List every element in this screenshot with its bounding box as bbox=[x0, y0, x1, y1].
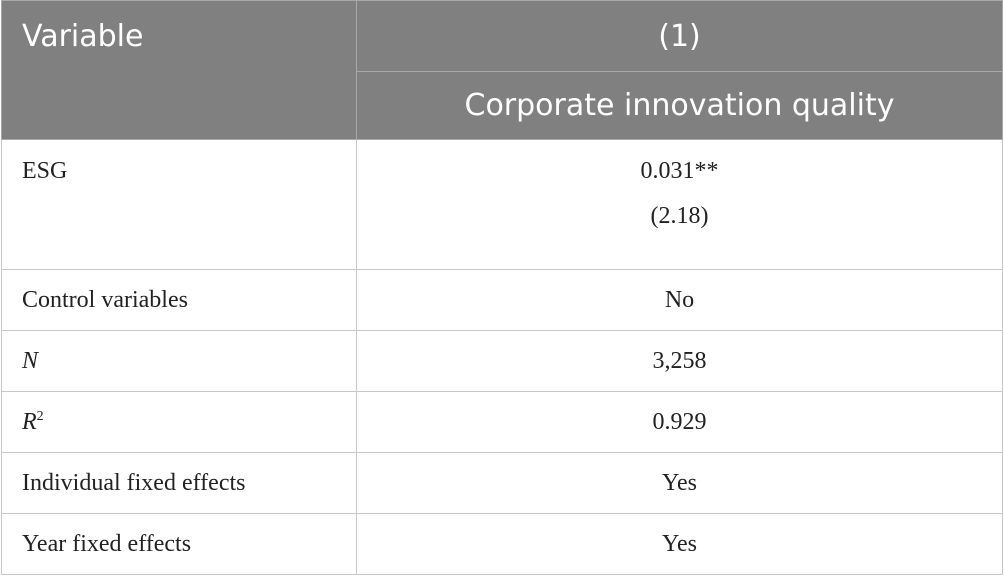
header-column-number: (1) bbox=[356, 0, 1003, 72]
row-value: 0.929 bbox=[356, 391, 1003, 453]
table-row: R2 0.929 bbox=[1, 391, 1003, 453]
variable-italic: N bbox=[22, 347, 39, 374]
table-row: Individual fixed effects Yes bbox=[1, 452, 1003, 514]
row-value: No bbox=[356, 269, 1003, 331]
row-value: Yes bbox=[356, 513, 1003, 575]
row-variable: N bbox=[1, 330, 357, 392]
table-row: Control variables No bbox=[1, 269, 1003, 331]
header-variable: Variable bbox=[1, 0, 357, 140]
header-row: Corporate innovation quality bbox=[2, 71, 1003, 140]
header-row: Variable (1) bbox=[1, 0, 1003, 140]
table-row: N 3,258 bbox=[1, 330, 1003, 392]
superscript: 2 bbox=[36, 408, 44, 424]
table-row: ESG 0.031** (2.18) bbox=[1, 139, 1003, 270]
row-value: 0.031** (2.18) bbox=[356, 139, 1003, 270]
table-row: Year fixed effects Yes bbox=[1, 513, 1003, 575]
coefficient: 0.031** bbox=[640, 158, 719, 184]
variable-italic: R bbox=[22, 408, 37, 435]
row-variable: Individual fixed effects bbox=[1, 452, 357, 514]
row-variable: R2 bbox=[1, 391, 357, 453]
row-value: Yes bbox=[356, 452, 1003, 514]
row-value: 3,258 bbox=[356, 330, 1003, 392]
header-column-label: Corporate innovation quality bbox=[356, 71, 1003, 140]
row-variable: Year fixed effects bbox=[1, 513, 357, 575]
row-variable: ESG bbox=[1, 139, 357, 270]
t-statistic: (2.18) bbox=[650, 203, 709, 229]
row-variable: Control variables bbox=[1, 269, 357, 331]
